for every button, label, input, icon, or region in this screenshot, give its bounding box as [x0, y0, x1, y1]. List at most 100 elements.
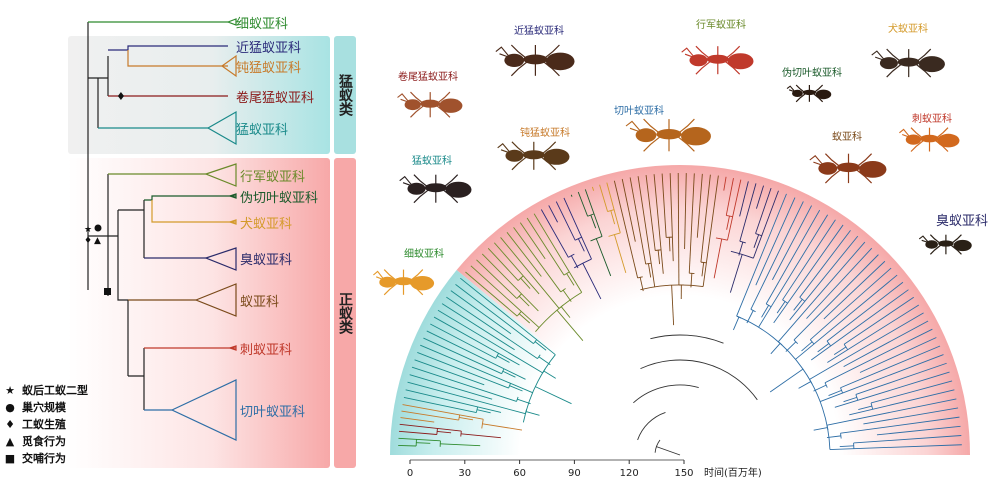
- clade-stem: [582, 263, 602, 300]
- tree-arc: [436, 428, 438, 435]
- tree-arc: [782, 299, 788, 304]
- internal-branch: [416, 442, 431, 444]
- internal-branch: [518, 313, 531, 324]
- root-branch: [656, 446, 681, 456]
- ant-leg: [643, 118, 663, 136]
- tip-branch: [809, 267, 892, 340]
- marker-star: ★: [84, 225, 92, 235]
- tip-branch: [750, 201, 804, 310]
- tip-branch: [481, 253, 539, 312]
- tip-branch: [859, 337, 937, 373]
- triangle-ponerinae: [206, 110, 237, 146]
- tip-branch: [398, 430, 437, 435]
- tip-branch: [417, 352, 509, 389]
- ant-antenna: [899, 128, 910, 138]
- ant-leg: [441, 188, 459, 204]
- tip-branch: [441, 303, 515, 351]
- clade-stem: [535, 386, 572, 405]
- ant-photo-paraponerinae: [397, 91, 463, 118]
- internal-branch: [793, 299, 803, 311]
- tip-branch: [688, 173, 695, 274]
- tip-branch: [540, 209, 569, 258]
- label-pseudomyrmecinae: 伪切叶蚁亚科: [240, 191, 319, 206]
- tree-arc: [650, 334, 724, 344]
- ant-leg: [910, 127, 925, 141]
- ant-leg: [675, 134, 695, 152]
- internal-branch: [610, 210, 616, 225]
- tree-arc: [533, 339, 538, 344]
- tip-branch: [403, 397, 477, 414]
- tip-branch: [621, 178, 636, 242]
- internal-branch: [761, 305, 770, 318]
- ant-body-segment: [635, 128, 657, 143]
- legend-item: ★ 蚁后工蚁二型: [4, 382, 88, 398]
- ant-body-segment: [689, 54, 708, 67]
- ant-leg: [886, 62, 904, 78]
- tip-branch: [843, 296, 915, 345]
- tip-branch: [470, 265, 540, 328]
- tree-arc: [537, 354, 541, 359]
- tree-arc: [840, 387, 844, 394]
- tip-branch: [409, 374, 493, 400]
- formicoid-band: [68, 158, 330, 468]
- legend-label: 交哺行为: [22, 452, 66, 465]
- clade-stem: [482, 423, 523, 431]
- ant-leg: [795, 92, 807, 103]
- tip-branch: [645, 174, 656, 251]
- tip-branch: [519, 222, 546, 260]
- ant-leg: [824, 167, 843, 184]
- internal-branch: [753, 234, 760, 248]
- ant-leg: [511, 141, 529, 157]
- ant-photo-leptanillinae: [373, 269, 435, 296]
- internal-branch: [502, 370, 516, 378]
- label-dorylinae: 行军蚁亚科: [240, 170, 306, 185]
- internal-branch: [858, 405, 872, 411]
- tip-branch: [758, 214, 829, 328]
- photo-label-dog-ant: 犬蚁亚科: [888, 24, 928, 35]
- tip-branch: [826, 281, 904, 342]
- tip-branch: [414, 359, 485, 386]
- tree-arc: [855, 394, 859, 401]
- ant-antenna: [495, 46, 510, 58]
- internal-branch: [813, 427, 828, 431]
- ant-leg: [934, 139, 949, 152]
- tip-branch: [677, 173, 680, 286]
- ant-body-segment: [545, 52, 575, 71]
- internal-branch: [657, 250, 661, 265]
- legend-label: 觅食行为: [22, 435, 66, 448]
- marker-square: [104, 288, 111, 295]
- tip-branch: [827, 304, 920, 363]
- tip-branch: [548, 205, 558, 223]
- tip-branch: [577, 191, 589, 217]
- ant-leg: [643, 134, 663, 152]
- tip-branch: [755, 197, 796, 286]
- tip-branch: [824, 328, 933, 384]
- ant-leg: [413, 174, 431, 190]
- axis-tick-label: 0: [407, 468, 413, 479]
- triangle-dolichoderinae: [204, 247, 237, 271]
- tip-branch: [629, 177, 647, 265]
- tip-branch: [736, 193, 787, 317]
- label-formicinae: 蚁亚科: [240, 295, 280, 310]
- tip-branch: [700, 174, 711, 263]
- tree-arc: [654, 439, 661, 453]
- tip-branch: [446, 296, 538, 360]
- tree-arc: [460, 430, 462, 437]
- triangle-icon: ▲: [5, 434, 15, 448]
- internal-branch: [776, 301, 786, 314]
- tip-branch: [430, 323, 497, 359]
- tip-ectatomminae: [228, 345, 237, 351]
- tree-arc: [607, 209, 615, 212]
- clade-stem: [713, 238, 723, 279]
- tree-arc: [755, 233, 762, 237]
- legend-item: ▲ 觅食行为: [4, 433, 66, 449]
- internal-branch: [509, 385, 523, 392]
- internal-branch: [668, 237, 671, 252]
- ant-photo-myrmicinae: [625, 118, 711, 152]
- label-ectatomminae: 刺蚁亚科: [240, 343, 293, 358]
- ant-antenna: [871, 50, 885, 61]
- tip-branch: [777, 241, 866, 343]
- triangle-dorylinae: [204, 163, 237, 187]
- branch-proceratiinae: [108, 45, 228, 51]
- ant-body-segment: [445, 181, 472, 198]
